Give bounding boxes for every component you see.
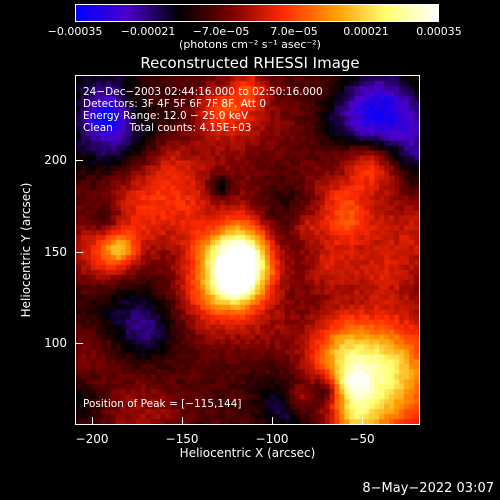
y-tick-label: 100: [44, 336, 67, 350]
image-title: Reconstructed RHESSI Image: [140, 54, 360, 72]
x-tick-label: −50: [349, 432, 375, 446]
colorbar-tick-label: −0.00021: [120, 25, 176, 38]
x-tick-label: −100: [255, 432, 289, 446]
rhessi-map: [76, 76, 419, 424]
colorbar: [75, 4, 439, 22]
x-tick-label: −150: [165, 432, 199, 446]
colorbar-tick-label: −0.00035: [47, 25, 103, 38]
info-time-range: 24−Dec−2003 02:44:16.000 to 02:50:16.000: [83, 86, 323, 98]
colorbar-tick-label: 0.00035: [416, 25, 462, 38]
y-tick-mark: [75, 343, 83, 344]
y-axis-label: Heliocentric Y (arcsec): [19, 182, 33, 318]
peak-position: Position of Peak = [−115,144]: [83, 398, 242, 410]
info-detectors: Detectors: 3F 4F 5F 6F 7F 8F, Att 0: [83, 98, 267, 110]
y-tick-label: 150: [44, 245, 67, 259]
plot-timestamp: 8−May−2022 03:07: [362, 481, 494, 496]
colorbar-units: (photons cm⁻² s⁻¹ asec⁻²): [179, 38, 321, 51]
colorbar-tick-label: −7.0e−05: [192, 25, 250, 38]
y-tick-label: 200: [44, 153, 67, 167]
image-plot: 24−Dec−2003 02:44:16.000 to 02:50:16.000…: [75, 75, 420, 425]
x-tick-mark: [362, 417, 363, 425]
y-tick-mark: [75, 252, 83, 253]
x-axis-label: Heliocentric X (arcsec): [179, 446, 316, 460]
info-total-counts: Clean Total counts: 4.15E+03: [83, 122, 252, 134]
x-tick-mark: [92, 417, 93, 425]
colorbar-tick-label: 7.0e−05: [270, 25, 318, 38]
colorbar-tick-label: 0.00021: [343, 25, 389, 38]
x-tick-mark: [272, 417, 273, 425]
y-tick-mark: [75, 160, 83, 161]
x-tick-mark: [182, 417, 183, 425]
x-tick-label: −200: [75, 432, 109, 446]
info-energy-range: Energy Range: 12.0 − 25.0 keV: [83, 110, 249, 122]
